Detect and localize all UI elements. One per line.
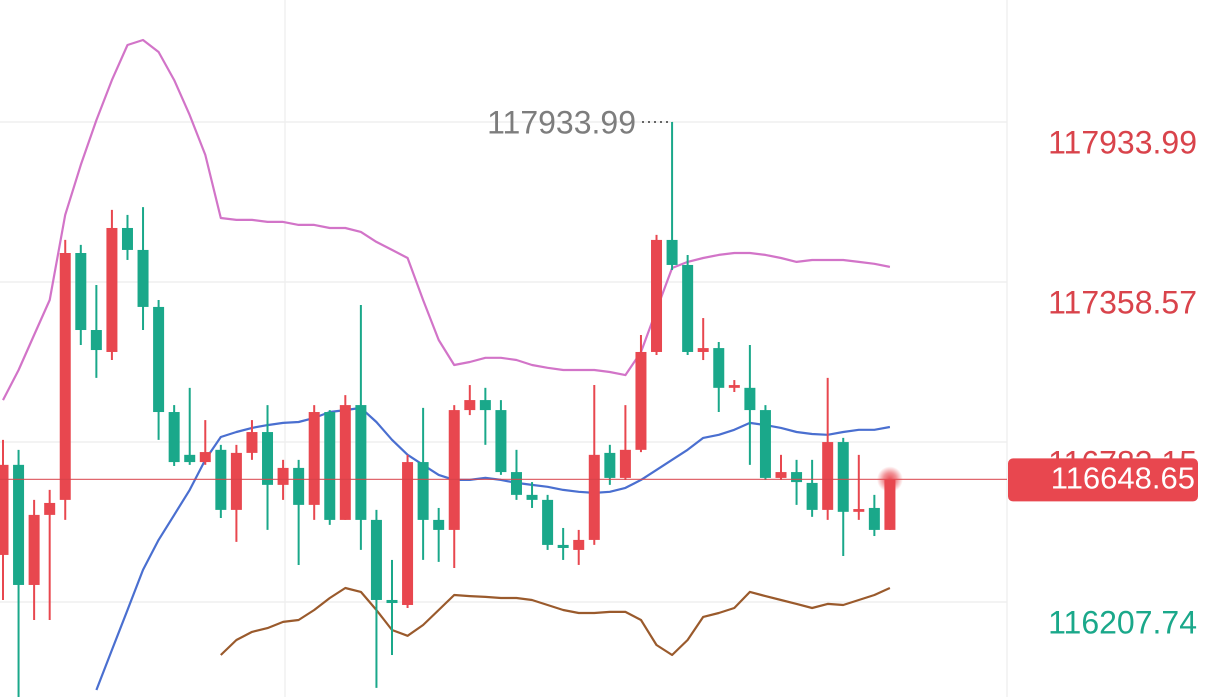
candle-body <box>619 449 631 478</box>
last-price-label: 116648.65 <box>1051 461 1195 496</box>
y-tick-label: 116207.74 <box>1048 604 1197 640</box>
y-tick-label: 117933.99 <box>1048 125 1197 161</box>
candle-body <box>588 454 600 540</box>
candle-body <box>417 462 429 520</box>
candle-body <box>308 412 320 505</box>
candle-body <box>775 472 787 478</box>
last-price-badge <box>1008 458 1198 502</box>
candle-body <box>90 330 102 351</box>
candle-body <box>370 519 382 600</box>
candle-body <box>153 306 165 413</box>
y-tick-label: 117358.57 <box>1048 284 1197 320</box>
candle-body <box>697 348 709 352</box>
candle-body <box>510 472 522 495</box>
overlays: 117933.99 116648.65 <box>0 105 1198 502</box>
candle-body <box>355 405 367 520</box>
candle-body <box>448 410 460 530</box>
candle-body <box>557 544 569 548</box>
candle-body <box>262 432 274 485</box>
candle-body <box>293 467 305 505</box>
candle-body <box>106 227 118 352</box>
candle-body <box>0 464 9 555</box>
candle-body <box>44 502 56 515</box>
candle-body <box>199 452 211 463</box>
candle-body <box>137 249 149 307</box>
candle-body <box>744 387 756 411</box>
indicator-line <box>2 38 891 401</box>
candle-body <box>339 405 351 520</box>
candle-body <box>713 348 725 388</box>
candle-body <box>868 507 880 530</box>
candle-body <box>402 462 414 605</box>
candle-body <box>853 509 865 512</box>
candle-body <box>822 442 834 510</box>
candle-body <box>728 385 740 388</box>
candle-body <box>464 400 476 411</box>
candle-body <box>884 479 896 530</box>
candle-body <box>386 599 398 604</box>
last-price-glow <box>876 466 903 493</box>
candle-body <box>759 410 771 478</box>
candle-body <box>682 264 694 352</box>
candle-body <box>168 412 180 463</box>
candle-body <box>604 452 616 478</box>
candle-body <box>526 494 538 500</box>
candle-body <box>59 252 71 500</box>
candle-body <box>666 239 678 265</box>
candle-body <box>806 482 818 510</box>
candle-body <box>635 351 647 450</box>
candle-body <box>28 514 40 585</box>
candle-body <box>495 410 507 473</box>
candles <box>0 122 896 697</box>
candle-body <box>651 239 663 352</box>
high-annotation: 117933.99 <box>487 105 636 141</box>
candle-body <box>479 400 491 411</box>
candle-body <box>75 252 87 331</box>
candle-body <box>791 472 803 483</box>
candle-body <box>184 454 196 463</box>
candle-body <box>13 464 25 585</box>
candle-body <box>433 519 445 530</box>
candle-body <box>542 499 554 545</box>
candle-body <box>573 539 585 550</box>
indicator-line <box>220 586 891 657</box>
candle-body <box>324 412 336 520</box>
candle-body <box>230 452 242 510</box>
candle-body <box>246 432 258 453</box>
candle-body <box>837 442 849 512</box>
candle-body <box>277 467 289 485</box>
candle-body <box>121 227 133 250</box>
